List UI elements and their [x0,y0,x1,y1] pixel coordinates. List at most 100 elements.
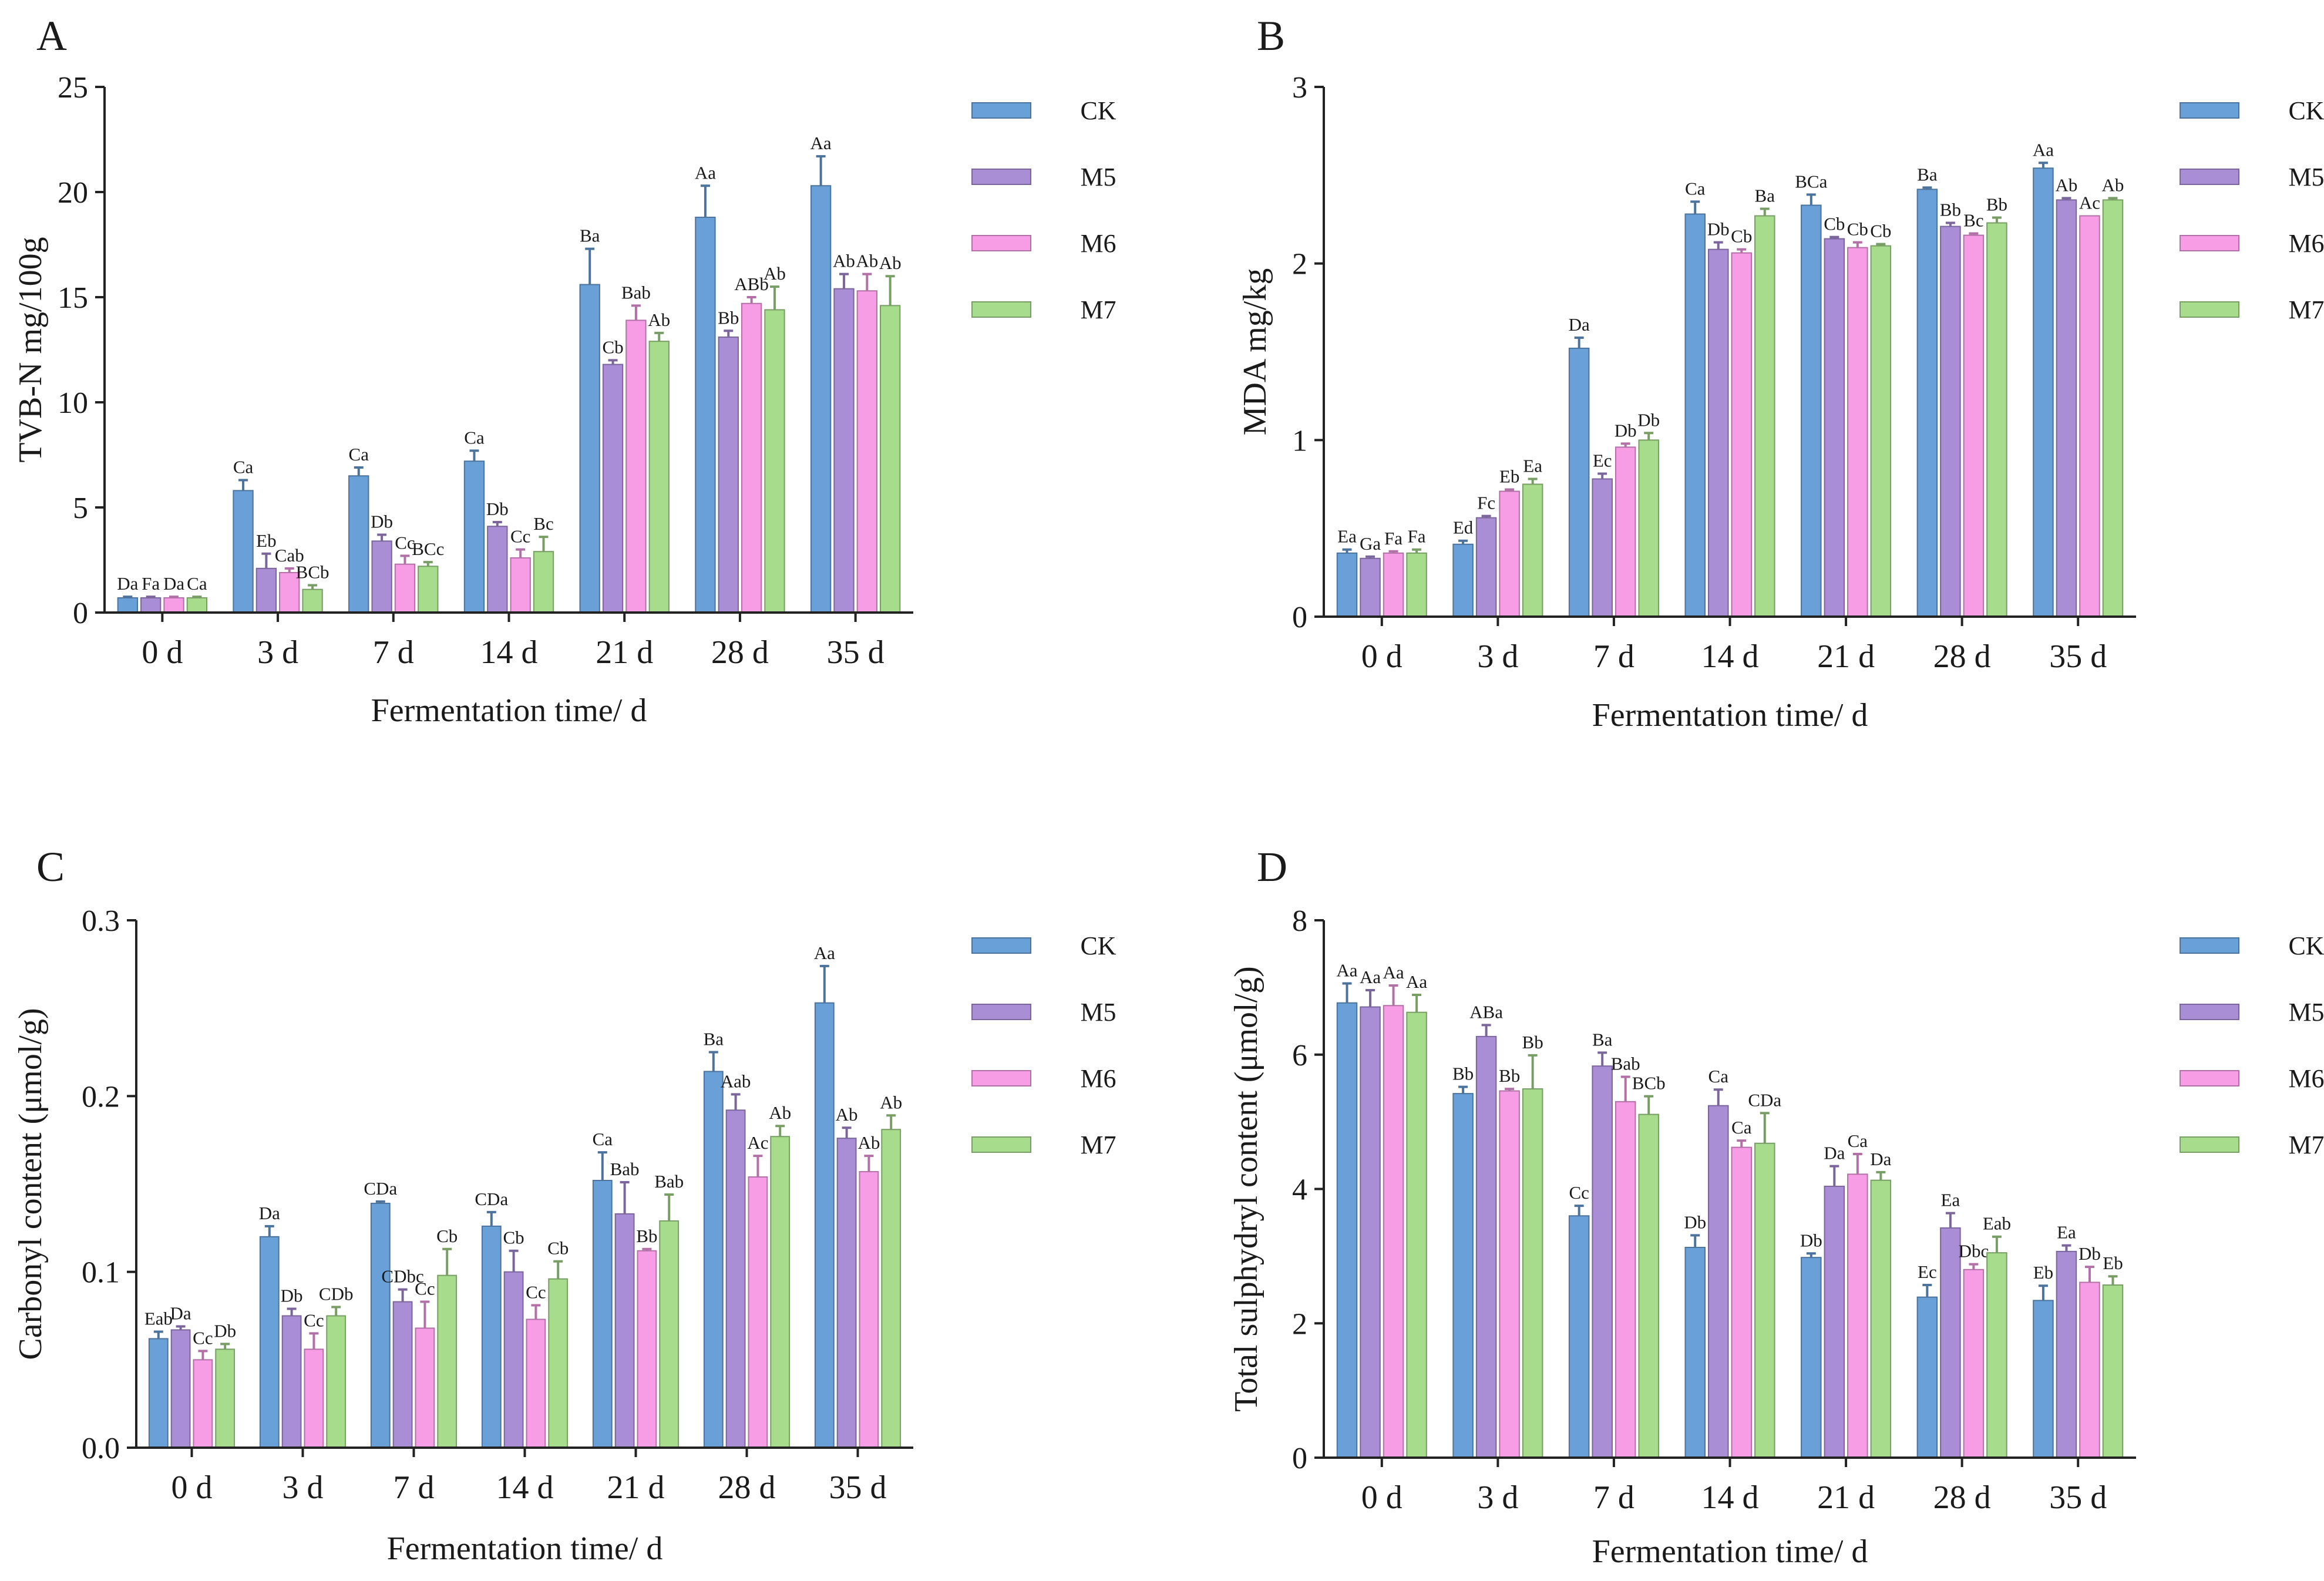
bar [1801,204,1822,617]
bar [1360,557,1381,618]
bar [1963,1269,1985,1458]
bar [302,588,323,613]
bar [1707,1105,1729,1459]
legend-swatch [2180,1004,2239,1020]
y-tick-label: 3 [1292,71,1307,105]
significance-label: Ba [1592,1029,1613,1049]
x-tick-label: 0 d [1361,638,1403,675]
significance-label: Db [214,1320,236,1341]
y-axis-label: TVB-N mg/100g [12,237,49,462]
y-tick-label: 2 [1292,248,1307,281]
significance-label: Bab [654,1171,684,1192]
significance-label: Da [163,573,184,594]
legend-swatch [971,301,1031,318]
legend-swatch [971,102,1031,119]
bar [1568,347,1590,618]
y-tick-label: 4 [1292,1173,1307,1207]
significance-label: Aa [1406,971,1427,992]
bar [259,1236,280,1449]
legend-swatch [2180,937,2239,954]
legend-label: M6 [1080,229,1116,258]
bar [326,1315,347,1448]
x-tick-label: 35 d [829,1469,887,1506]
legend: CK M5 M6 M7 [971,931,1116,1159]
bar [2079,1281,2100,1458]
significance-label: Ab [648,310,670,330]
legend-swatch [971,235,1031,251]
significance-label: Eb [1499,466,1519,487]
bar [592,1180,613,1448]
significance-label: Bb [1452,1064,1474,1084]
significance-label: BCc [412,539,444,559]
significance-label: Fc [1477,493,1495,513]
bar [487,526,508,613]
significance-label: Da [170,1303,191,1323]
bar [859,1171,879,1448]
significance-label: Dbc [1959,1241,1989,1262]
x-tick-label: 0 d [142,634,183,671]
bar [814,1002,835,1448]
bar [163,597,184,614]
legend-swatch [971,1070,1031,1086]
significance-label: Ac [747,1132,768,1153]
bar [170,1329,191,1449]
bar [348,475,369,613]
bar [215,1348,236,1448]
bar [2056,199,2077,617]
significance-label: BCb [1632,1073,1666,1094]
significance-label: Ba [704,1029,724,1049]
significance-label: Ab [857,1132,880,1153]
significance-label: Cc [510,526,530,547]
bar [437,1274,458,1448]
significance-label: Ba [1755,185,1775,206]
x-axis-label: Fermentation time/ d [1592,697,1868,734]
significance-label: Ab [769,1102,791,1123]
significance-label: Ab [2102,174,2124,195]
bar [1452,1093,1474,1458]
bar [1336,552,1358,618]
significance-label: Cb [1870,221,1891,241]
bar [810,185,832,613]
significance-label: Ea [2057,1222,2076,1243]
bar [1731,1146,1753,1458]
significance-label: Bc [533,513,553,534]
significance-label: Ab [833,251,855,271]
significance-label: Ab [764,263,786,284]
bar [833,288,855,613]
significance-label: Ea [1941,1190,1960,1210]
bar [1731,252,1753,618]
y-tick-label: 1 [1292,424,1307,458]
bar [836,1138,857,1448]
bar [140,597,162,614]
significance-label: Da [1870,1149,1891,1169]
bar [625,319,647,613]
legend-swatch [971,1136,1031,1153]
bar [2033,1300,2054,1459]
bar [579,284,600,613]
significance-label: Ga [1360,533,1381,554]
x-axis-label: Fermentation time/ d [1592,1533,1868,1570]
significance-label: Cb [1824,214,1845,234]
significance-label: Ba [1917,164,1938,184]
significance-label: ABa [1469,1001,1503,1022]
significance-label: Ca [233,456,254,477]
significance-label: Cb [1847,219,1868,240]
x-tick-label: 35 d [2049,638,2107,675]
significance-label: Ab [879,253,902,273]
bar [1383,552,1404,618]
significance-label: Ed [1453,517,1474,538]
bar [1754,1142,1775,1458]
x-tick-label: 7 d [1593,638,1634,675]
legend-label: M5 [1080,998,1116,1027]
bar [371,540,392,614]
significance-label: Ca [187,573,207,594]
bar [748,1176,768,1448]
legend-label: M7 [2288,295,2324,324]
significance-label: Ab [2056,174,2078,195]
bar [415,1327,435,1449]
bar [1499,490,1520,617]
y-axis-label: MDA mg/kg [1237,268,1273,436]
significance-label: Aa [1383,962,1404,983]
